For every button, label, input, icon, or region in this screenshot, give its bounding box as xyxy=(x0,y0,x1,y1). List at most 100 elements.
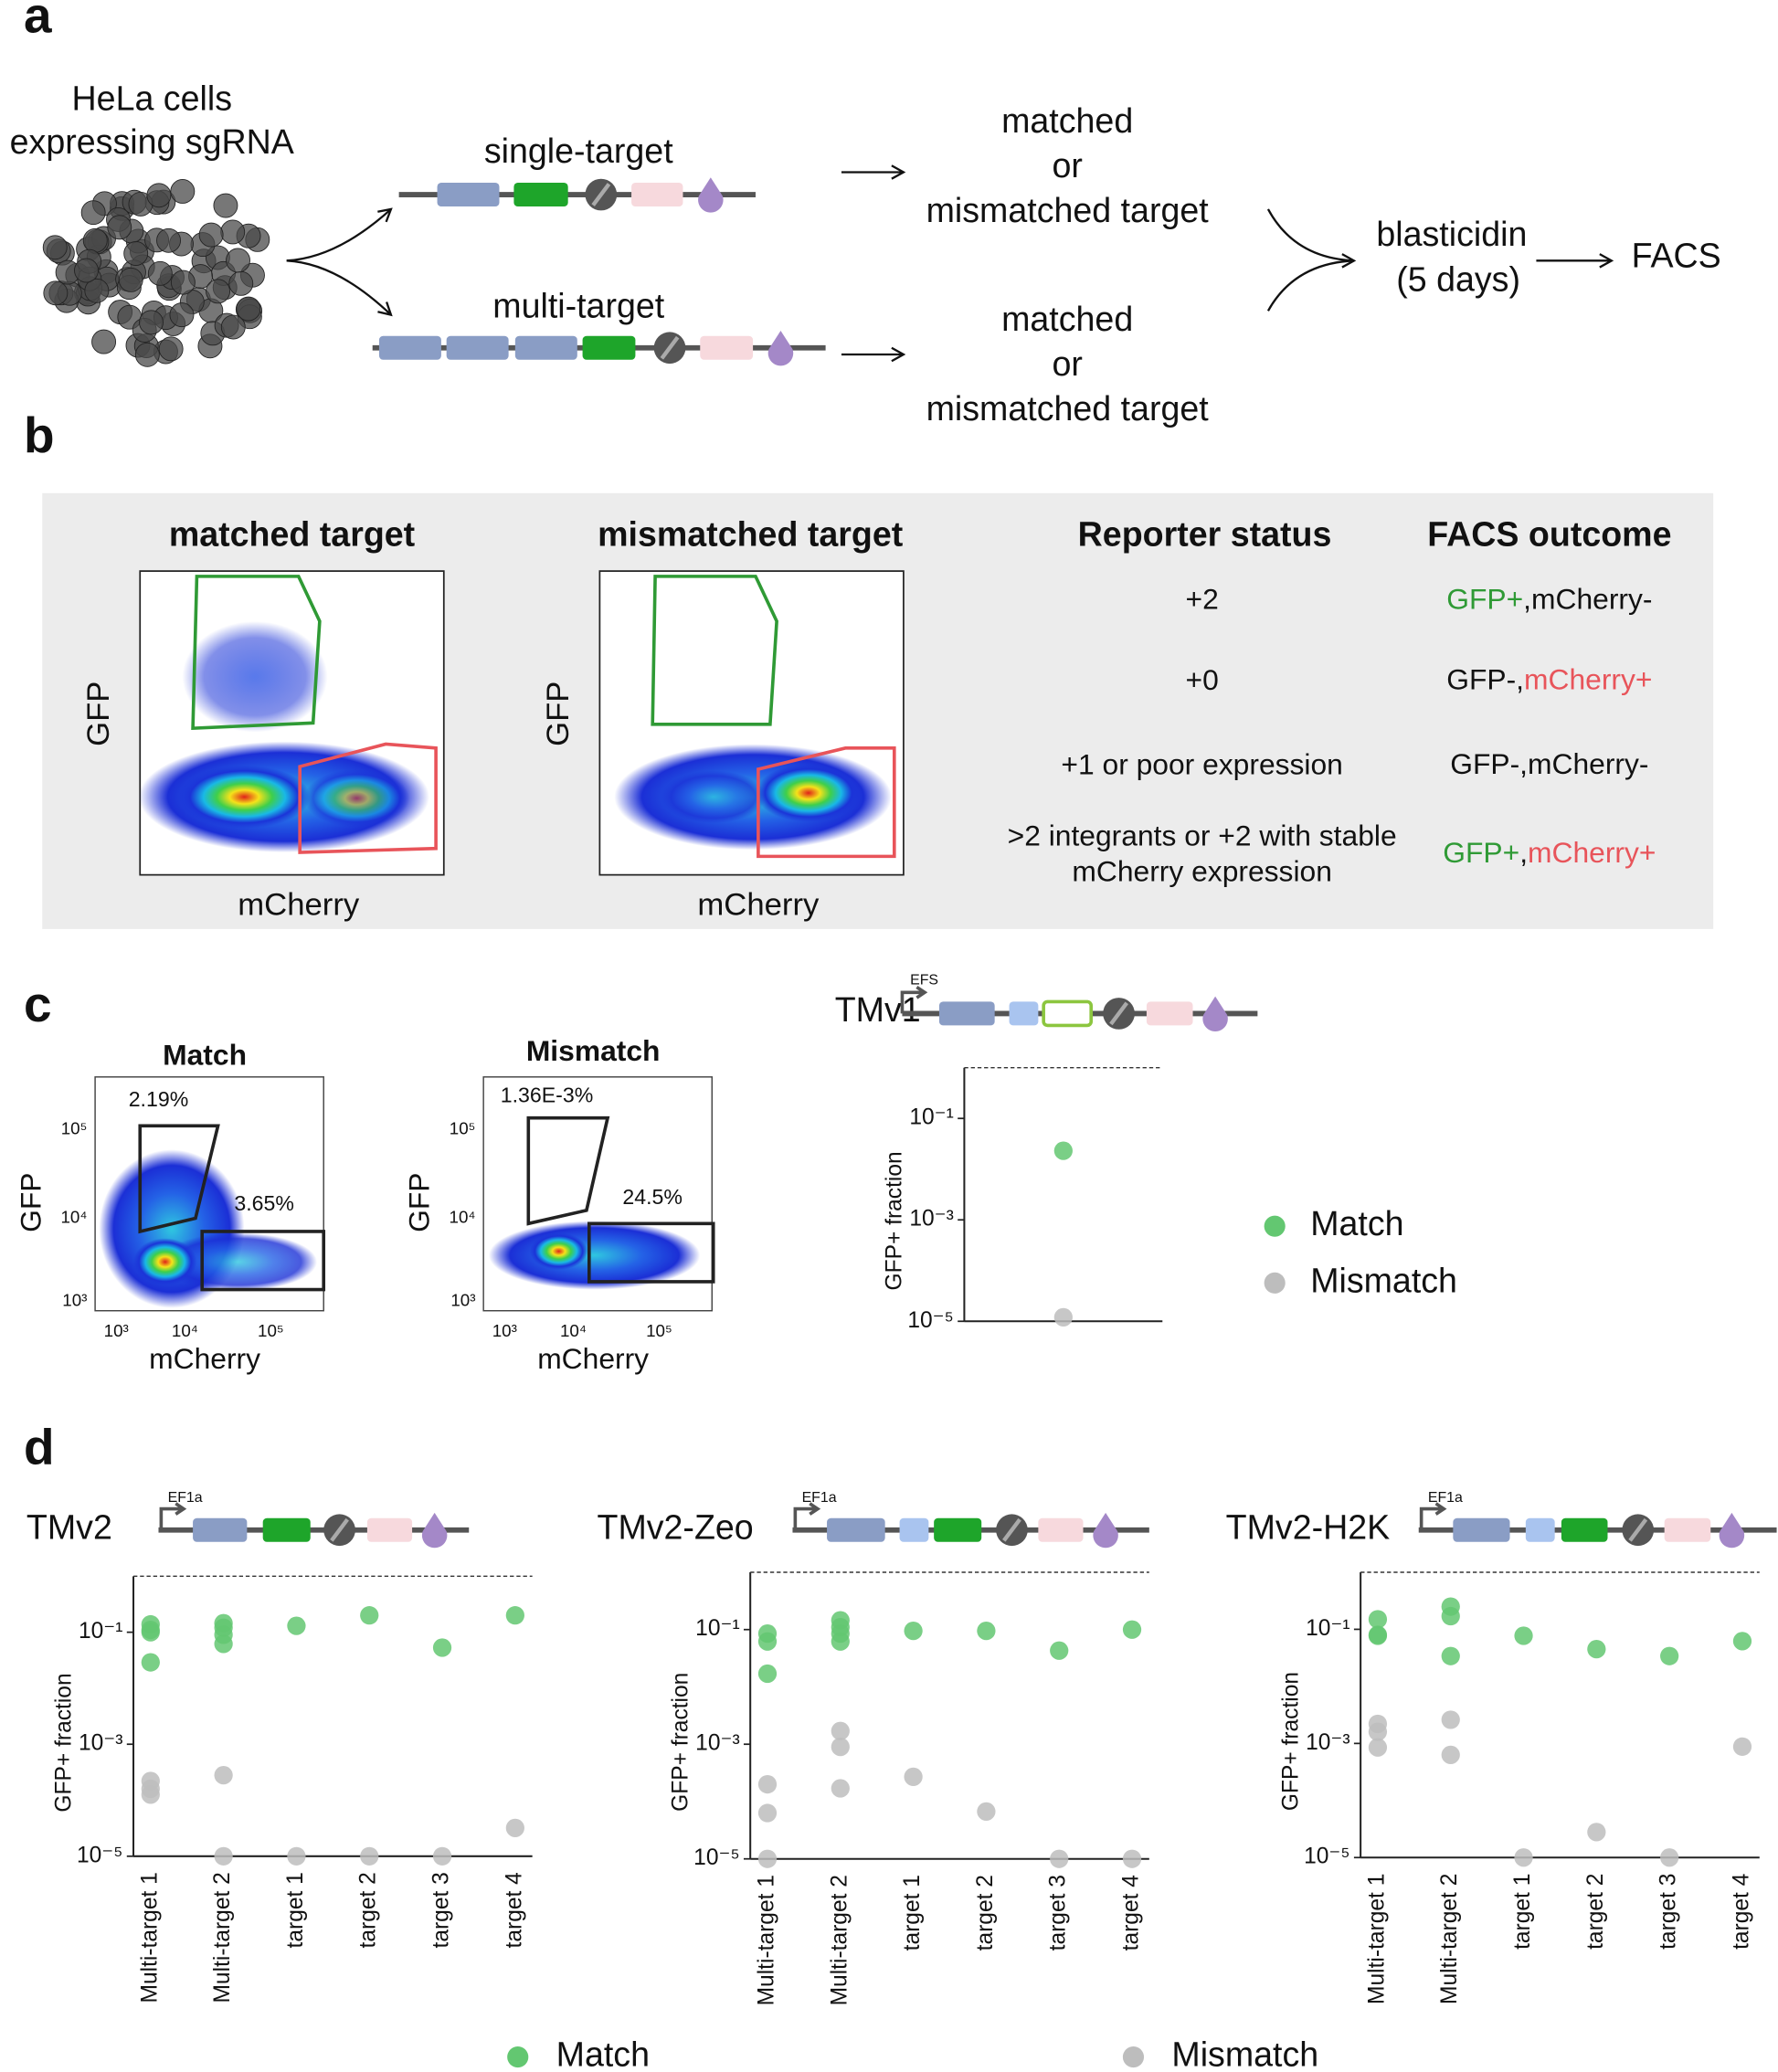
facs-outcome: GFP+,mCherry+ xyxy=(1443,836,1656,869)
cell xyxy=(228,270,254,296)
data-point xyxy=(360,1606,379,1625)
data-point xyxy=(360,1846,379,1866)
cell xyxy=(226,248,250,273)
target-site xyxy=(446,335,509,360)
cell xyxy=(220,219,246,245)
cell xyxy=(74,258,99,283)
axis-label: mCherry xyxy=(238,887,360,922)
panel-label: d xyxy=(24,1418,55,1475)
promoter-arrow xyxy=(793,1502,821,1530)
y-tick-label: 10⁻⁵ xyxy=(907,1308,953,1333)
mcherry-gene xyxy=(700,335,754,360)
data-point xyxy=(831,1632,850,1651)
mcherry-gene xyxy=(1146,1001,1193,1026)
cell xyxy=(84,278,110,303)
x-tick-label: target 4 xyxy=(1729,1874,1753,1950)
outcome-label: or xyxy=(1052,344,1082,383)
y-axis-label: GFP+ fraction xyxy=(883,1151,907,1290)
construct-label: multi-target xyxy=(492,286,665,324)
mcherry-gene xyxy=(1664,1517,1711,1542)
branch-arrow xyxy=(286,208,392,262)
reporter-status: mCherry expression xyxy=(1072,855,1332,888)
arrow-head xyxy=(377,301,393,317)
construct-name: TMv2-Zeo xyxy=(597,1508,753,1547)
axis-label: GFP xyxy=(403,1172,436,1232)
data-point xyxy=(1368,1626,1388,1645)
legend-label: Mismatch xyxy=(1171,2035,1318,2072)
x-tick-label: target 1 xyxy=(900,1875,925,1950)
legend-marker xyxy=(1264,1272,1286,1294)
cell xyxy=(139,310,164,335)
density-cloud xyxy=(660,770,767,824)
x-tick-label: Multi-target 1 xyxy=(137,1872,162,2003)
density-cloud xyxy=(529,1232,588,1270)
y-tick-label: 10⁻⁵ xyxy=(77,1843,122,1867)
density-cloud xyxy=(158,1232,317,1292)
density-cloud xyxy=(182,621,328,733)
gfp-gene xyxy=(934,1517,982,1542)
construct-label: single-target xyxy=(484,132,673,170)
cell xyxy=(169,302,195,328)
outcome-part: mCherry+ xyxy=(1528,836,1656,869)
data-point xyxy=(1441,1646,1460,1665)
density-cloud xyxy=(178,765,311,830)
y-tick-label: 10⁻¹ xyxy=(79,1619,122,1644)
y-tick-label: 10⁻⁵ xyxy=(1304,1845,1349,1869)
gfp-gene xyxy=(513,183,568,207)
cell xyxy=(91,329,117,354)
terminator-icon xyxy=(767,330,794,366)
data-point xyxy=(1732,1632,1752,1651)
x-tick-label: target 3 xyxy=(1656,1874,1681,1950)
outcome-label: matched xyxy=(1001,300,1133,338)
mcherry-gene xyxy=(631,183,683,207)
y-tick-label: 10⁴ xyxy=(60,1207,87,1226)
cell xyxy=(123,241,149,266)
x-tick-label: 10⁴ xyxy=(560,1321,587,1340)
y-tick-label: 10⁵ xyxy=(61,1119,88,1138)
promoter-label: EF1a xyxy=(168,1490,203,1506)
construct-name: TMv2-H2K xyxy=(1226,1508,1391,1547)
data-point xyxy=(757,1632,778,1651)
mcherry-gene xyxy=(366,1517,413,1542)
data-point xyxy=(214,1765,233,1785)
outcome-label: mismatched target xyxy=(926,191,1210,229)
x-tick-label: Multi-target 2 xyxy=(1437,1874,1462,2004)
target-site xyxy=(193,1517,248,1542)
x-tick-label: Multi-target 2 xyxy=(210,1872,235,2003)
axis-label: GFP xyxy=(81,682,116,746)
plot-title: matched target xyxy=(169,514,416,553)
terminator-icon xyxy=(1093,1512,1118,1549)
data-point xyxy=(1368,1610,1388,1629)
gate-percentage: 2.19% xyxy=(129,1087,189,1111)
promoter-label: EF1a xyxy=(1428,1490,1463,1506)
data-point xyxy=(1587,1639,1606,1659)
cell xyxy=(134,342,160,367)
gate xyxy=(200,1230,326,1292)
insulator-stripe xyxy=(1628,1517,1648,1542)
target-site xyxy=(827,1517,885,1542)
x-tick-label: 10⁴ xyxy=(172,1321,198,1340)
data-point xyxy=(1368,1738,1388,1757)
data-point xyxy=(505,1606,524,1625)
arrow-head xyxy=(377,207,393,223)
insulator-stripe xyxy=(660,335,680,360)
table-header: FACS outcome xyxy=(1427,514,1671,553)
axis-label: mCherry xyxy=(697,887,820,922)
data-point xyxy=(904,1767,923,1787)
cell xyxy=(147,260,173,286)
data-point xyxy=(1732,1737,1752,1756)
y-tick-label: 10³ xyxy=(450,1291,475,1310)
cell xyxy=(206,279,230,304)
selection-gene xyxy=(1009,1001,1039,1026)
promoter-label: EFS xyxy=(910,972,938,988)
gfp-gene xyxy=(1042,999,1094,1028)
data-point xyxy=(1514,1848,1533,1867)
data-point xyxy=(1368,1722,1388,1741)
data-point xyxy=(1050,1849,1069,1868)
data-point xyxy=(904,1622,923,1641)
selection-label: (5 days) xyxy=(1396,259,1520,298)
data-point xyxy=(141,1653,160,1672)
cell xyxy=(80,200,106,226)
